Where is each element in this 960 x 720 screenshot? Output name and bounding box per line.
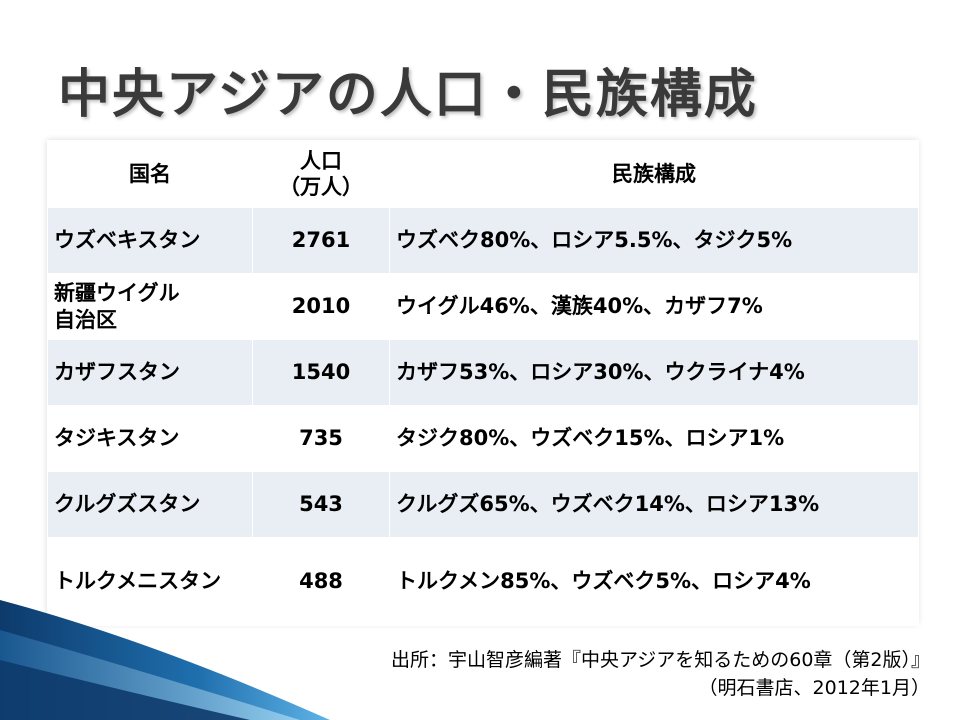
cell-population: 735 — [252, 405, 390, 472]
cell-country: トルクメニスタン — [47, 537, 253, 626]
cell-ethnic: タジク80%、ウズベク15%、ロシア1% — [389, 405, 919, 472]
header-population-line2: （万人） — [279, 175, 363, 199]
cell-country: カザフスタン — [47, 339, 253, 406]
table-header-row: 国名 人口 （万人） 民族構成 — [47, 140, 919, 208]
table-row: タジキスタン 735 タジク80%、ウズベク15%、ロシア1% — [47, 405, 919, 472]
table-row: クルグズスタン 543 クルグズ65%、ウズベク14%、ロシア13% — [47, 471, 919, 538]
country-name: タジキスタン — [54, 426, 180, 451]
cell-country: タジキスタン — [47, 405, 253, 472]
country-name: トルクメニスタン — [54, 569, 222, 594]
cell-ethnic: クルグズ65%、ウズベク14%、ロシア13% — [389, 471, 919, 538]
table-row: 新疆ウイグル 自治区 2010 ウイグル46%、漢族40%、カザフ7% — [47, 273, 919, 340]
country-name-line2: 自治区 — [54, 307, 117, 332]
table-row: ウズベキスタン 2761 ウズベク80%、ロシア5.5%、タジク5% — [47, 207, 919, 274]
cell-country: 新疆ウイグル 自治区 — [47, 273, 253, 340]
table-row: カザフスタン 1540 カザフ53%、ロシア30%、ウクライナ4% — [47, 339, 919, 406]
country-name: カザフスタン — [54, 360, 180, 385]
decorative-swoosh — [0, 600, 330, 720]
source-citation: 出所：宇山智彦編著『中央アジアを知るための60章（第2版）』 （明石書店、201… — [391, 646, 930, 702]
header-country: 国名 — [47, 140, 253, 208]
cell-ethnic: トルクメン85%、ウズベク5%、ロシア4% — [389, 537, 919, 626]
country-name: ウズベキスタン — [54, 228, 201, 253]
cell-country: ウズベキスタン — [47, 207, 253, 274]
cell-ethnic: ウイグル46%、漢族40%、カザフ7% — [389, 273, 919, 340]
cell-country: クルグズスタン — [47, 471, 253, 538]
slide-title: 中央アジアの人口・民族構成 — [58, 65, 758, 125]
country-name: クルグズスタン — [54, 492, 201, 517]
cell-population: 1540 — [252, 339, 390, 406]
header-population: 人口 （万人） — [252, 140, 390, 208]
header-ethnic: 民族構成 — [389, 140, 919, 208]
source-line1: 出所：宇山智彦編著『中央アジアを知るための60章（第2版）』 — [390, 649, 930, 671]
table-row: トルクメニスタン 488 トルクメン85%、ウズベク5%、ロシア4% — [47, 537, 919, 626]
cell-population: 543 — [252, 471, 390, 538]
source-line2: （明石書店、2012年1月） — [698, 677, 930, 699]
population-table: 国名 人口 （万人） 民族構成 ウズベキスタン 2761 ウズベク80%、ロシア… — [47, 140, 919, 626]
cell-population: 2761 — [252, 207, 390, 274]
header-population-line1: 人口 — [300, 148, 342, 173]
cell-population: 2010 — [252, 273, 390, 340]
country-name: 新疆ウイグル — [54, 281, 180, 306]
cell-ethnic: ウズベク80%、ロシア5.5%、タジク5% — [389, 207, 919, 274]
cell-ethnic: カザフ53%、ロシア30%、ウクライナ4% — [389, 339, 919, 406]
